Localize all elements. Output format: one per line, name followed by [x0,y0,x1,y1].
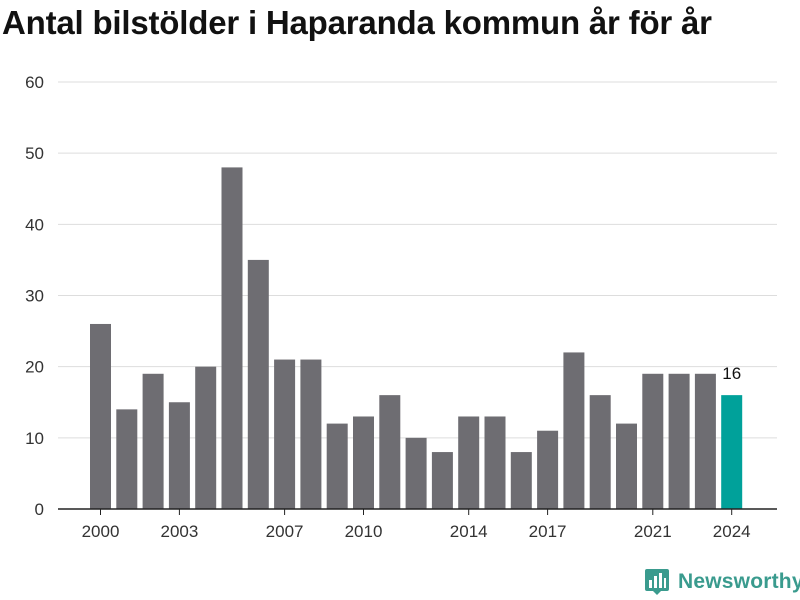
bar-2012 [405,437,427,509]
x-tick-label: 2017 [529,522,567,541]
y-tick-label: 40 [25,215,44,234]
bar-2000 [90,323,111,509]
x-tick-label: 2024 [713,522,751,541]
bar-2001 [116,409,138,509]
newsworthy-logo: Newsworthy [644,568,800,596]
bar-2007 [274,359,296,509]
bar-2017 [537,430,559,509]
x-tick-label: 2007 [266,522,304,541]
bar-2006 [247,259,269,509]
bar-2022 [668,373,690,509]
newsworthy-logo-text: Newsworthy [678,570,800,593]
bar-2011 [379,395,401,509]
bar-2014 [458,416,480,509]
x-tick-label: 2021 [634,522,672,541]
bar-2010 [353,416,374,509]
bar-2020 [616,423,637,509]
bar-2008 [300,359,322,509]
bar-2005 [221,167,243,509]
bar-2002 [142,373,164,509]
y-tick-label: 60 [25,73,44,92]
bar-2013 [431,452,453,509]
y-tick-label: 10 [25,429,44,448]
bar-2024 [721,395,743,509]
x-tick-label: 2003 [160,522,198,541]
bar-2003 [168,402,190,509]
y-tick-label: 20 [25,358,44,377]
bar-2018 [563,352,585,509]
data-label-2024: 16 [722,364,741,383]
x-tick-label: 2014 [450,522,488,541]
bar-2016 [510,452,532,509]
newsworthy-logo-icon [645,569,669,595]
bar-2009 [326,423,348,509]
bar-2019 [589,395,611,509]
bar-2004 [195,366,217,509]
y-tick-label: 50 [25,144,44,163]
bar-2015 [484,416,506,509]
y-tick-label: 0 [35,500,44,519]
bar-2021 [642,373,664,509]
x-tick-label: 2000 [82,522,120,541]
bar-2023 [694,373,716,509]
x-tick-label: 2010 [345,522,383,541]
y-tick-label: 30 [25,287,44,306]
chart-title: Antal bilstölder i Haparanda kommun år f… [2,4,712,41]
